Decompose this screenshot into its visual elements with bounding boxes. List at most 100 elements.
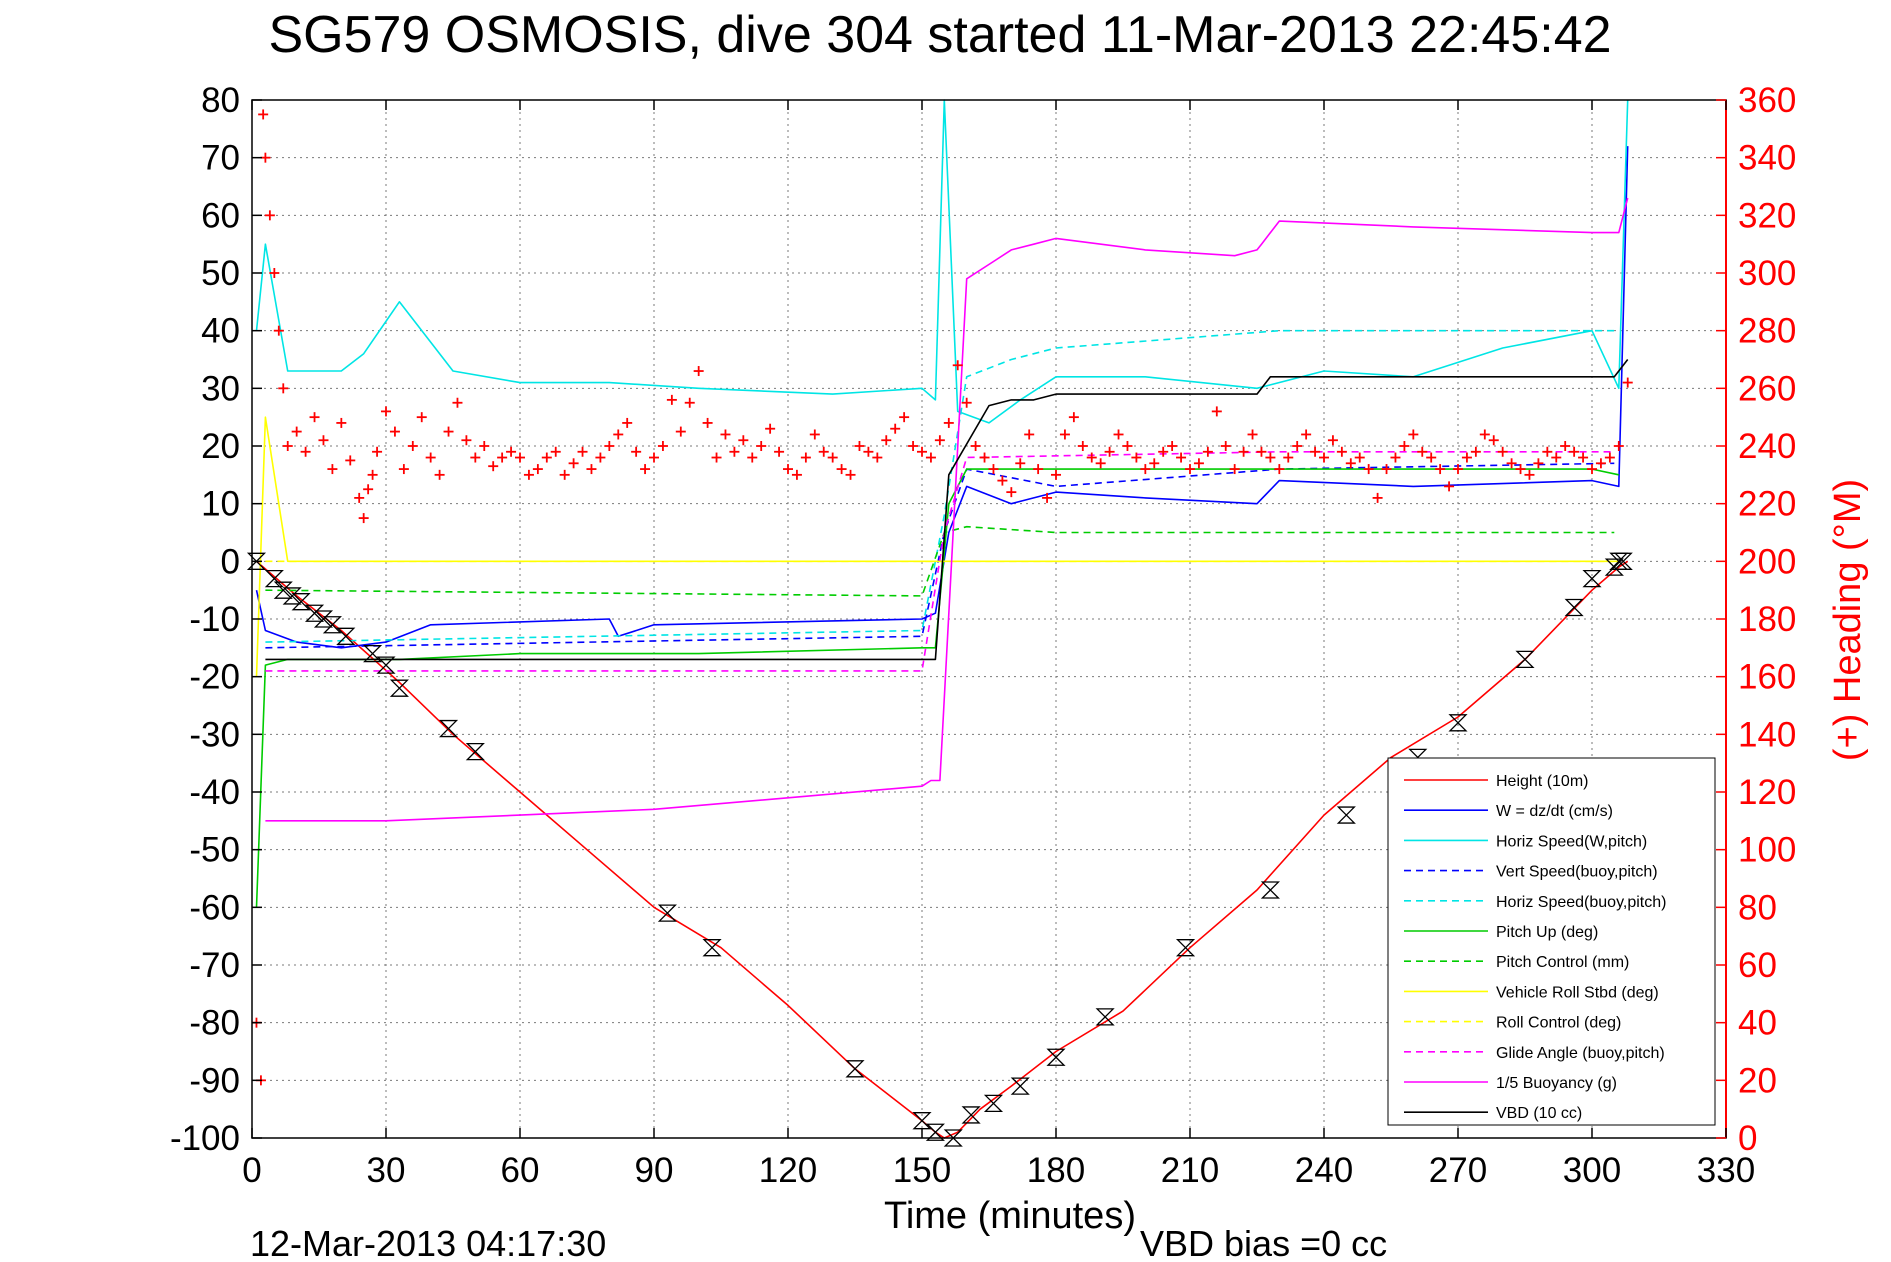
heading-point xyxy=(997,475,1008,486)
sample-marker xyxy=(1564,598,1584,617)
heading-point xyxy=(1604,452,1615,463)
y-tick-label: 60 xyxy=(201,196,240,235)
heading-point xyxy=(845,469,856,480)
heading-point xyxy=(1238,446,1249,457)
heading-point xyxy=(497,452,508,463)
y-tick-label: 0 xyxy=(221,542,240,581)
heading-point xyxy=(1622,377,1633,388)
y-tick-label: 30 xyxy=(201,369,240,408)
heading-point xyxy=(720,429,731,440)
heading-point xyxy=(532,464,543,475)
heading-point xyxy=(1444,481,1455,492)
x-tick-label: 270 xyxy=(1429,1151,1487,1190)
y2-tick-label: 280 xyxy=(1738,312,1796,351)
heading-point xyxy=(854,441,865,451)
heading-point xyxy=(1381,464,1392,475)
heading-point xyxy=(943,417,954,428)
sample-marker xyxy=(1336,806,1356,824)
heading-point xyxy=(1113,429,1124,440)
heading-point xyxy=(1435,464,1446,475)
legend-label-10: 1/5 Buoyancy (g) xyxy=(1496,1075,1617,1092)
heading-point xyxy=(881,435,892,446)
heading-point xyxy=(523,469,534,480)
heading-point xyxy=(443,426,454,437)
x-tick-label: 0 xyxy=(242,1151,261,1190)
heading-point xyxy=(1059,429,1070,440)
heading-point xyxy=(1265,452,1276,463)
heading-point xyxy=(1399,441,1410,451)
legend-label-9: Glide Angle (buoy,pitch) xyxy=(1496,1045,1665,1062)
heading-point xyxy=(1461,452,1472,463)
heading-point xyxy=(336,417,347,428)
heading-point xyxy=(1193,458,1204,469)
heading-point xyxy=(452,397,463,408)
heading-point xyxy=(711,452,722,463)
x-axis: 0 30 60 90 120 150 180 210 240 270 300 330 xyxy=(242,100,1755,1190)
sample-marker xyxy=(702,939,722,957)
heading-point xyxy=(693,366,704,377)
sample-marker xyxy=(961,1106,981,1124)
sample-marker xyxy=(465,742,485,761)
y2-tick-label: 360 xyxy=(1738,81,1796,120)
heading-point xyxy=(702,417,713,428)
x-tick-label: 30 xyxy=(367,1151,406,1190)
series-line-2 xyxy=(255,99,1629,424)
heading-point xyxy=(269,268,280,278)
x-tick-label: 60 xyxy=(501,1151,540,1190)
heading-point xyxy=(1470,446,1481,457)
heading-point xyxy=(1417,446,1428,457)
sample-marker xyxy=(1095,1008,1115,1026)
y-tick-label: -50 xyxy=(189,831,240,870)
heading-point xyxy=(488,461,499,472)
heading-point xyxy=(1077,441,1088,451)
heading-point xyxy=(925,452,936,463)
heading-point xyxy=(917,446,927,457)
heading-point xyxy=(1283,452,1294,463)
sample-marker xyxy=(304,604,325,622)
heading-point xyxy=(657,441,668,451)
heading-point xyxy=(1426,452,1437,463)
heading-point xyxy=(1202,446,1213,457)
heading-point xyxy=(398,464,409,475)
heading-point xyxy=(367,469,378,480)
heading-point xyxy=(345,455,356,466)
heading-point xyxy=(1372,492,1383,503)
heading-point xyxy=(309,412,320,423)
heading-point xyxy=(1390,452,1401,463)
heading-point xyxy=(765,423,776,434)
heading-point xyxy=(1578,452,1589,463)
heading-point xyxy=(1354,452,1365,463)
sample-marker xyxy=(1582,569,1602,588)
heading-point xyxy=(1220,441,1231,451)
heading-point xyxy=(756,441,767,451)
sample-marker xyxy=(1010,1077,1030,1095)
y-tick-label: 20 xyxy=(201,427,240,466)
x-tick-label: 300 xyxy=(1563,1151,1621,1190)
heading-point xyxy=(1042,492,1053,503)
heading-point xyxy=(800,452,811,463)
heading-point xyxy=(1176,452,1187,463)
y-tick-label: -80 xyxy=(189,1004,240,1043)
heading-point xyxy=(1595,458,1606,469)
sample-marker xyxy=(1046,1048,1066,1066)
heading-point xyxy=(863,446,874,457)
y2-tick-label: 140 xyxy=(1738,715,1796,754)
heading-point xyxy=(631,446,642,457)
heading-point xyxy=(1533,458,1544,469)
x-tick-label: 150 xyxy=(893,1151,951,1190)
legend-label-2: Horiz Speed(W,pitch) xyxy=(1496,833,1647,850)
legend-box xyxy=(1387,757,1716,1126)
y-tick-label: 70 xyxy=(201,139,240,178)
heading-point xyxy=(666,394,677,405)
heading-point xyxy=(899,412,910,423)
heading-point xyxy=(1274,464,1285,475)
heading-point xyxy=(1524,469,1535,480)
heading-point xyxy=(738,435,749,446)
heading-point xyxy=(1345,458,1356,469)
sample-marker xyxy=(313,610,334,628)
sample-marker xyxy=(943,1129,963,1147)
heading-point xyxy=(809,429,820,440)
heading-point xyxy=(1542,446,1553,457)
y-tick-label: 10 xyxy=(201,485,240,524)
heading-point xyxy=(1167,441,1178,451)
